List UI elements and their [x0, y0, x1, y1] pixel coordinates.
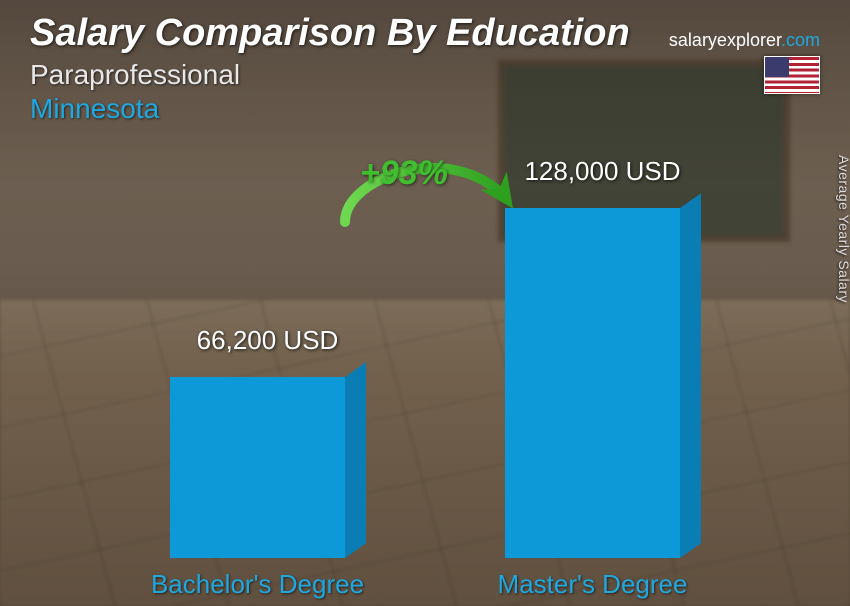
page-subtitle: Paraprofessional — [30, 59, 820, 91]
bar-front — [505, 208, 680, 558]
source-part2: .com — [781, 30, 820, 50]
flag-icon — [764, 56, 820, 94]
bar: 128,000 USDMaster's Degree — [505, 208, 680, 558]
bar-side-face — [680, 193, 701, 558]
source-label: salaryexplorer.com — [669, 30, 820, 51]
bar-front — [170, 377, 345, 558]
bar-side-face — [345, 362, 366, 558]
page-location: Minnesota — [30, 93, 820, 125]
bar-category-label: Master's Degree — [465, 569, 720, 600]
source-part1: salaryexplorer — [669, 30, 781, 50]
bar-value-label: 66,200 USD — [150, 325, 385, 356]
bar-category-label: Bachelor's Degree — [130, 569, 385, 600]
header: Salary Comparison By Education Paraprofe… — [30, 12, 820, 125]
increase-percent: +93% — [360, 154, 448, 193]
bar: 66,200 USDBachelor's Degree — [170, 377, 345, 558]
bar-chart: 66,200 USDBachelor's Degree128,000 USDMa… — [0, 146, 850, 606]
